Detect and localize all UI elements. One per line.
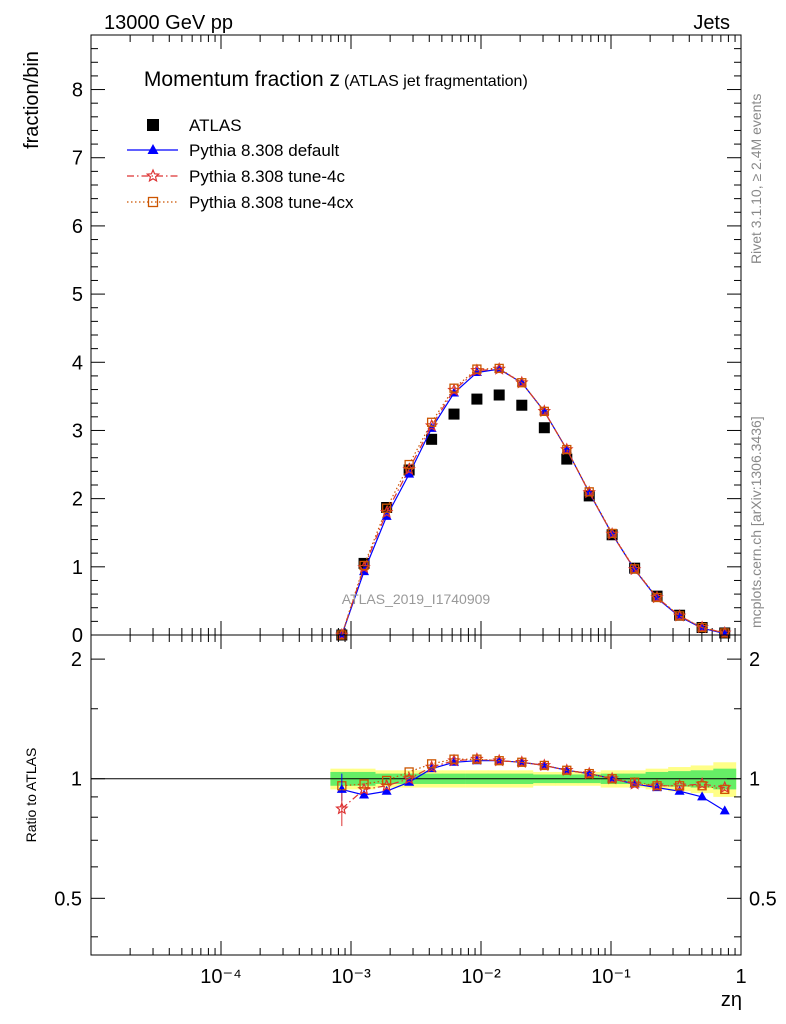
data-point xyxy=(494,363,504,374)
data-point xyxy=(517,378,527,388)
data-point xyxy=(584,487,594,497)
ratio-data-point xyxy=(697,781,707,791)
ratio-data-point xyxy=(697,791,708,801)
data-point xyxy=(629,564,640,574)
ratio-data-point xyxy=(539,760,549,771)
ratio-panel: 0.5 0.5 1 1 2 2 10⁻⁴ 10⁻³ 10⁻² 10⁻¹ 1 Ratio to ATL… xyxy=(23,634,777,1011)
mcplots-label: mcplots.cern.ch [arXiv:1306.3436] xyxy=(748,416,764,628)
ratio-y-tick-label: 1 xyxy=(71,769,82,791)
data-point xyxy=(720,628,730,638)
header-left: 13000 GeV pp xyxy=(104,12,233,34)
main-subtitle: (ATLAS jet fragmentation) xyxy=(344,73,528,90)
ratio-data-point xyxy=(402,771,416,785)
ratio-y-tick-label: 0.5 xyxy=(749,888,777,910)
legend: ATLAS Pythia 8.308 default Pythia 8.308 tu… xyxy=(127,116,354,212)
ratio-data-point xyxy=(472,754,482,764)
ratio-data-point xyxy=(652,781,662,791)
y-tick-label: 7 xyxy=(72,148,83,170)
data-point xyxy=(471,393,483,405)
y-tick-label: 3 xyxy=(72,420,83,442)
ratio-series-2 xyxy=(337,754,730,795)
data-point xyxy=(359,560,369,571)
ratio-data-point xyxy=(562,765,572,775)
x-tick-label: 10⁻¹ xyxy=(591,966,631,988)
data-point xyxy=(538,422,550,434)
ratio-y-tick-label: 2 xyxy=(749,649,760,671)
data-point xyxy=(539,406,549,417)
x-tick-label: 10⁻³ xyxy=(331,966,371,988)
ratio-data-point xyxy=(426,759,437,769)
ratio-data-point xyxy=(449,754,459,764)
ratio-data-point xyxy=(381,785,392,795)
data-point xyxy=(426,417,437,427)
data-point xyxy=(562,444,572,455)
main-title: Momentum fraction z xyxy=(144,68,340,91)
ratio-data-point xyxy=(517,757,527,767)
y-tick-label: 8 xyxy=(72,80,83,102)
ratio-y-axis-title: Ratio to ATLAS xyxy=(23,748,39,843)
legend-entry: Pythia 8.308 tune-4c xyxy=(189,167,345,186)
y-tick-label: 2 xyxy=(72,489,83,511)
data-point xyxy=(448,408,460,420)
data-point xyxy=(404,468,415,478)
data-point xyxy=(674,611,685,621)
data-point xyxy=(381,503,392,513)
data-point xyxy=(516,399,528,411)
y-axis-title: fraction/bin xyxy=(21,51,43,149)
legend-entry: Pythia 8.308 default xyxy=(189,141,340,160)
ratio-frame xyxy=(90,634,742,956)
ratio-y-tick-label: 2 xyxy=(71,649,82,671)
main-panel: 0 1 2 3 4 5 6 7 8 Momentum fraction z (ATLAS jet… xyxy=(21,34,742,647)
y-tick-label: 1 xyxy=(72,557,83,579)
ratio-plot-area: 0.5 0.5 1 1 2 2 10⁻⁴ 10⁻³ 10⁻² 10⁻¹ 1 xyxy=(54,635,777,988)
ratio-data-point xyxy=(629,777,640,787)
x-tick-label: 1 xyxy=(735,966,746,988)
watermark: ATLAS_2019_I1740909 xyxy=(342,591,491,607)
x-tick-label: 10⁻⁴ xyxy=(200,966,241,988)
legend-marker xyxy=(147,119,159,131)
x-tick-label: 10⁻² xyxy=(461,966,501,988)
legend-entry: ATLAS xyxy=(189,116,242,135)
data-point xyxy=(607,528,617,539)
ratio-data-point xyxy=(359,779,369,789)
data-point xyxy=(404,459,414,470)
ratio-data-point xyxy=(607,774,617,784)
y-tick-label: 4 xyxy=(72,352,83,374)
ratio-data-point xyxy=(719,805,730,815)
main-plot-area: 0 1 2 3 4 5 6 7 8 xyxy=(72,35,742,647)
data-point xyxy=(561,453,573,465)
header-right: Jets xyxy=(693,12,730,34)
legend-marker xyxy=(147,144,159,154)
y-tick-label: 5 xyxy=(72,284,83,306)
legend-marker xyxy=(147,196,159,208)
legend-entry: Pythia 8.308 tune-4cx xyxy=(189,193,354,212)
ratio-data-point xyxy=(404,767,414,777)
rivet-label: Rivet 3.1.10, ≥ 2.4M events xyxy=(748,94,764,264)
data-point xyxy=(652,592,662,603)
x-axis-title: zη xyxy=(721,989,742,1011)
ratio-data-point xyxy=(381,775,392,786)
ratio-y-tick-label: 1 xyxy=(749,769,760,791)
data-point xyxy=(493,389,505,401)
y-tick-label: 0 xyxy=(72,625,83,647)
ratio-y-tick-label: 0.5 xyxy=(54,888,82,910)
data-point xyxy=(449,383,459,393)
ratio-data-point xyxy=(720,784,730,795)
ratio-data-point xyxy=(359,789,370,799)
data-point xyxy=(426,433,438,445)
ratio-data-point xyxy=(494,756,504,766)
legend-marker xyxy=(145,168,161,183)
data-point xyxy=(697,622,707,633)
series-3 xyxy=(337,363,730,640)
data-point xyxy=(472,364,482,374)
ratio-data-point xyxy=(584,768,594,779)
series-line xyxy=(341,367,725,636)
ratio-data-point xyxy=(674,781,685,791)
y-tick-label: 6 xyxy=(72,216,83,238)
